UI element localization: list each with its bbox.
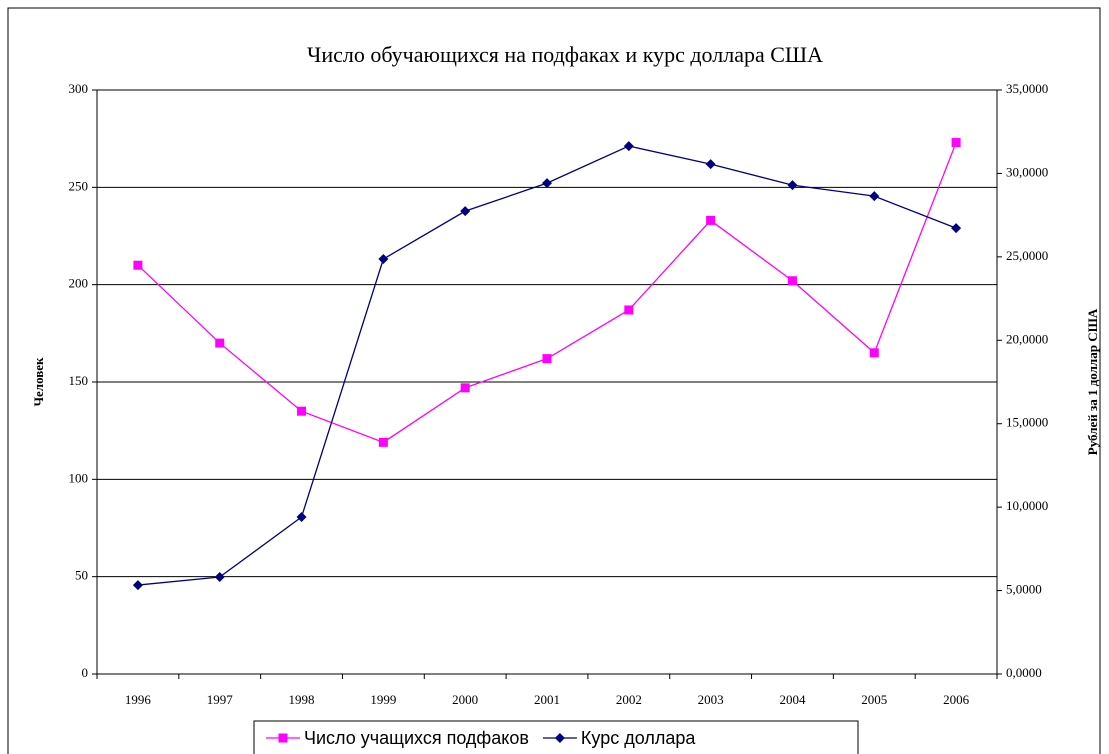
y-tick-label: 150: [69, 373, 89, 388]
y2-tick-label: 15,0000: [1006, 415, 1048, 430]
chart-border: [7, 7, 1101, 754]
x-tick-label: 2004: [779, 692, 806, 707]
x-tick-label: 2000: [452, 692, 478, 707]
legend-label: Число учащихся подфаков: [304, 728, 529, 748]
point: [297, 406, 307, 416]
y2-axis-label: Рублей за 1 доллар США: [1085, 308, 1100, 455]
x-tick-label: 1996: [125, 692, 152, 707]
point: [787, 276, 797, 286]
point: [706, 215, 716, 225]
point: [554, 733, 565, 743]
y2-tick-label: 20,0000: [1006, 331, 1048, 346]
y2-tick-label: 10,0000: [1006, 498, 1048, 513]
point: [215, 338, 225, 348]
point: [133, 260, 143, 270]
point: [542, 178, 552, 189]
plot-area: [96, 89, 998, 675]
y-tick-label: 0: [82, 665, 89, 680]
y-tick-label: 250: [69, 178, 89, 193]
point: [869, 348, 879, 358]
point: [460, 206, 471, 217]
y-tick-label: 50: [75, 568, 88, 583]
chart-title: Число обучающихся на подфаках и курс дол…: [307, 42, 823, 67]
y2-tick-label: 0,0000: [1006, 665, 1042, 680]
x-tick-label: 2006: [943, 692, 970, 707]
legend: Число учащихся подфаков Курс доллара: [253, 720, 859, 754]
point: [951, 223, 962, 234]
point: [296, 511, 307, 522]
y-axis-label: Человек: [31, 357, 46, 407]
point: [278, 733, 288, 743]
y-tick-label: 100: [69, 470, 89, 485]
y2-tick-label: 35,0000: [1006, 81, 1048, 96]
y2-tick-label: 30,0000: [1006, 164, 1048, 179]
y-tick-label: 200: [69, 276, 89, 291]
x-tick-label: 2001: [534, 692, 560, 707]
x-tick-label: 2002: [616, 692, 642, 707]
point: [460, 383, 470, 393]
legend-label: Курс доллара: [581, 728, 696, 748]
x-tick-label: 2005: [861, 692, 887, 707]
point: [869, 191, 880, 202]
point: [951, 138, 961, 148]
x-tick-label: 1999: [370, 692, 396, 707]
y-tick-label: 300: [69, 81, 89, 96]
point: [623, 141, 634, 152]
point: [378, 254, 389, 265]
point: [624, 305, 634, 315]
point: [787, 180, 798, 191]
point: [214, 572, 225, 583]
y2-tick-label: 5,0000: [1006, 582, 1042, 597]
y2-tick-label: 25,0000: [1006, 248, 1048, 263]
point: [542, 354, 552, 364]
point: [705, 159, 716, 170]
x-tick-label: 1997: [207, 692, 234, 707]
x-tick-label: 2003: [698, 692, 724, 707]
point: [132, 580, 143, 591]
point: [378, 437, 388, 447]
x-tick-label: 1998: [289, 692, 315, 707]
